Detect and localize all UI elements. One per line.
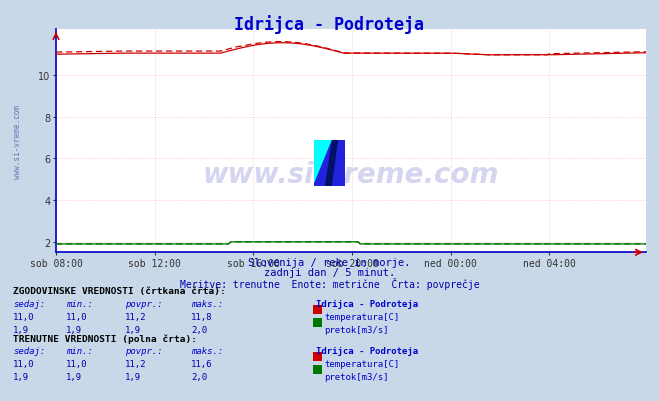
Text: 1,9: 1,9 [66, 373, 82, 381]
Text: Idrijca - Podroteja: Idrijca - Podroteja [316, 346, 418, 356]
Text: temperatura[C]: temperatura[C] [324, 313, 399, 322]
Text: TRENUTNE VREDNOSTI (polna črta):: TRENUTNE VREDNOSTI (polna črta): [13, 334, 197, 343]
Text: Slovenija / reke in morje.: Slovenija / reke in morje. [248, 257, 411, 267]
Text: 2,0: 2,0 [191, 326, 207, 334]
Text: sedaj:: sedaj: [13, 346, 45, 356]
Text: Idrijca - Podroteja: Idrijca - Podroteja [235, 15, 424, 34]
Text: 11,0: 11,0 [13, 360, 35, 369]
Text: 1,9: 1,9 [66, 326, 82, 334]
Text: Meritve: trenutne  Enote: metrične  Črta: povprečje: Meritve: trenutne Enote: metrične Črta: … [180, 277, 479, 290]
Text: maks.:: maks.: [191, 300, 223, 309]
Text: pretok[m3/s]: pretok[m3/s] [324, 373, 389, 381]
Text: 1,9: 1,9 [125, 326, 141, 334]
Text: min.:: min.: [66, 346, 93, 356]
Text: 11,0: 11,0 [66, 313, 88, 322]
Text: povpr.:: povpr.: [125, 346, 163, 356]
Text: min.:: min.: [66, 300, 93, 309]
Polygon shape [314, 140, 333, 186]
Text: 11,2: 11,2 [125, 360, 147, 369]
Polygon shape [314, 140, 345, 186]
Text: 11,8: 11,8 [191, 313, 213, 322]
Text: 2,0: 2,0 [191, 373, 207, 381]
Text: 11,0: 11,0 [66, 360, 88, 369]
Text: pretok[m3/s]: pretok[m3/s] [324, 326, 389, 334]
Text: 1,9: 1,9 [13, 373, 29, 381]
Text: temperatura[C]: temperatura[C] [324, 360, 399, 369]
Text: sedaj:: sedaj: [13, 300, 45, 309]
Text: 1,9: 1,9 [125, 373, 141, 381]
Text: povpr.:: povpr.: [125, 300, 163, 309]
Text: 11,6: 11,6 [191, 360, 213, 369]
Text: 11,0: 11,0 [13, 313, 35, 322]
Text: 11,2: 11,2 [125, 313, 147, 322]
Text: www.si-vreme.com: www.si-vreme.com [203, 161, 499, 189]
Text: ZGODOVINSKE VREDNOSTI (črtkana črta):: ZGODOVINSKE VREDNOSTI (črtkana črta): [13, 287, 226, 296]
Text: www.si-vreme.com: www.si-vreme.com [13, 104, 22, 178]
Polygon shape [326, 140, 337, 186]
Text: zadnji dan / 5 minut.: zadnji dan / 5 minut. [264, 267, 395, 277]
Text: maks.:: maks.: [191, 346, 223, 356]
Text: Idrijca - Podroteja: Idrijca - Podroteja [316, 300, 418, 309]
Text: 1,9: 1,9 [13, 326, 29, 334]
